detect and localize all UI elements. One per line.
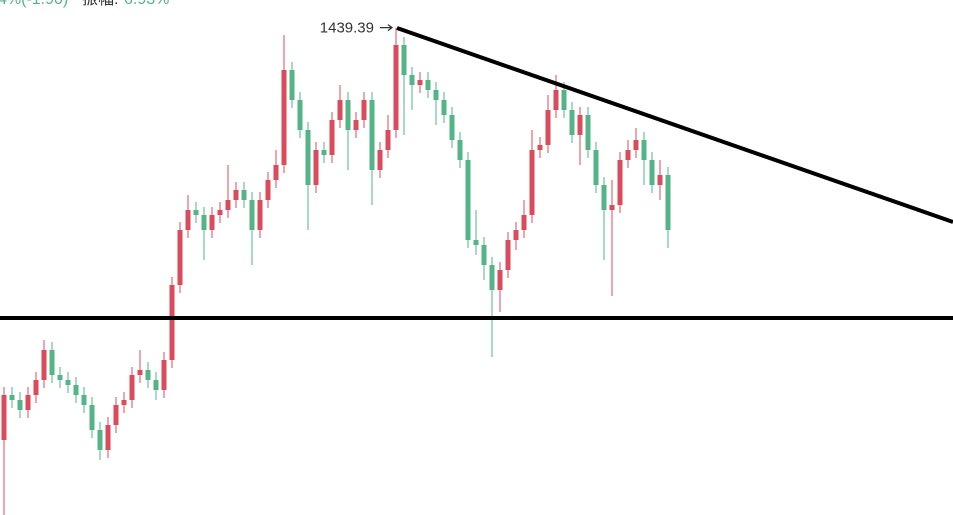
candle-body: [345, 100, 351, 130]
candle-body: [41, 350, 47, 380]
change-text: 4%(-1.90): [0, 0, 68, 8]
candle-body: [81, 395, 87, 405]
candle-body: [425, 80, 431, 90]
candle-body: [321, 150, 327, 155]
candle-body: [121, 400, 127, 405]
candle-body: [649, 160, 655, 185]
candle-body: [505, 240, 511, 270]
candle-body: [337, 100, 343, 120]
candle-body: [353, 120, 359, 130]
candle-body: [617, 160, 623, 205]
candle-body: [561, 90, 567, 110]
candle-body: [49, 350, 55, 375]
resistance-trendline: [396, 26, 953, 224]
candle-body: [433, 90, 439, 100]
candle-body: [281, 70, 287, 165]
candle-body: [273, 165, 279, 180]
candle-body: [129, 375, 135, 400]
candle-body: [481, 245, 487, 265]
candle-body: [257, 200, 263, 230]
candle-body: [113, 405, 119, 425]
candle-body: [65, 380, 71, 385]
candle-body: [385, 130, 391, 150]
amplitude-value: 6.93%: [124, 0, 169, 8]
candle-body: [33, 380, 39, 395]
candle-body: [209, 215, 215, 230]
candle-body: [161, 360, 167, 390]
candle-body: [73, 385, 79, 395]
candle-body: [449, 115, 455, 140]
candle-body: [409, 75, 415, 85]
candle-body: [25, 395, 31, 410]
candle-body: [265, 180, 271, 200]
candle-body: [545, 110, 551, 145]
candle-body: [457, 140, 463, 160]
candle-body: [225, 200, 231, 210]
amplitude-label: 振幅:: [82, 0, 118, 8]
candle-body: [601, 185, 607, 210]
candle-body: [193, 210, 199, 215]
candle-body: [201, 215, 207, 230]
candle-body: [465, 160, 471, 240]
candle-body: [289, 70, 295, 100]
candle-body: [153, 380, 159, 390]
candle-body: [657, 175, 663, 185]
candle-body: [401, 45, 407, 75]
candle-body: [89, 405, 95, 430]
high-price-arrow: [380, 24, 394, 32]
candle-body: [137, 370, 143, 375]
candle-body: [585, 115, 591, 150]
candle-body: [625, 150, 631, 160]
candle-body: [17, 400, 23, 410]
candle-body: [417, 80, 423, 85]
candle-body: [529, 150, 535, 215]
candle-body: [185, 210, 191, 230]
candle-body: [145, 370, 151, 380]
candle-body: [593, 150, 599, 185]
candle-body: [577, 115, 583, 135]
candle-body: [513, 230, 519, 240]
candle-body: [393, 45, 399, 130]
candle-body: [473, 240, 479, 245]
candles: [1, 27, 671, 515]
candle-body: [665, 175, 671, 230]
candle-body: [641, 140, 647, 160]
candle-body: [169, 285, 175, 360]
candle-body: [369, 100, 375, 170]
candle-body: [1, 395, 7, 440]
high-price-label: 1439.39: [320, 20, 374, 37]
candle-body: [249, 200, 255, 230]
candle-body: [361, 100, 367, 120]
candle-body: [633, 140, 639, 150]
candle-body: [377, 150, 383, 170]
candle-body: [489, 265, 495, 290]
candle-body: [9, 395, 15, 400]
candle-body: [97, 430, 103, 450]
candle-body: [313, 150, 319, 185]
candle-body: [241, 190, 247, 200]
candle-body: [441, 100, 447, 115]
candle-body: [305, 130, 311, 185]
candle-body: [521, 215, 527, 230]
candle-body: [569, 110, 575, 135]
candle-body: [537, 145, 543, 150]
candle-body: [217, 210, 223, 215]
candle-body: [553, 90, 559, 110]
candle-body: [177, 230, 183, 285]
candle-body: [105, 425, 111, 450]
candle-body: [497, 270, 503, 290]
candle-body: [329, 120, 335, 155]
candle-body: [297, 100, 303, 130]
candle-body: [233, 190, 239, 200]
candle-body: [609, 205, 615, 210]
candle-body: [57, 375, 63, 380]
